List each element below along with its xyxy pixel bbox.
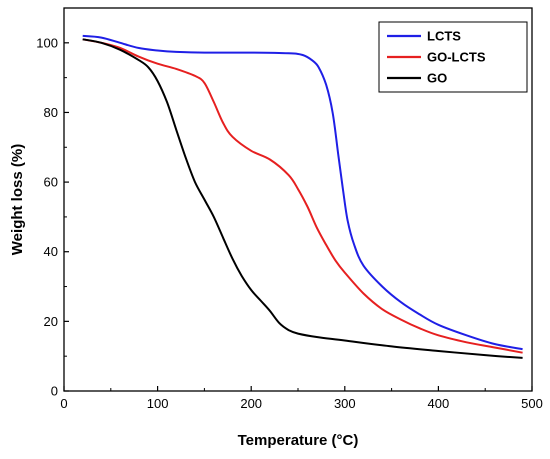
y-tick-label: 40: [44, 244, 58, 259]
x-tick-label: 300: [334, 396, 356, 411]
legend-label-lcts: LCTS: [427, 29, 461, 44]
legend-label-go: GO: [427, 71, 447, 86]
y-tick-label: 20: [44, 314, 58, 329]
legend: LCTS GO-LCTS GO: [378, 21, 528, 93]
x-axis-title: Temperature (°C): [238, 432, 359, 449]
y-axis-title: Weight loss (%): [9, 144, 26, 255]
x-tick-label: 200: [240, 396, 262, 411]
y-tick-label: 100: [36, 35, 58, 50]
legend-label-go-lcts: GO-LCTS: [427, 50, 486, 65]
y-tick-label: 60: [44, 175, 58, 190]
x-tick-label: 0: [60, 396, 67, 411]
x-tick-label: 500: [521, 396, 543, 411]
series-line-lcts: [82, 34, 523, 351]
x-tick-label: 100: [147, 396, 169, 411]
axes: 0 100 200 300 400 500 0 20 40 60 80 100: [36, 7, 543, 411]
series-line-go: [82, 38, 523, 359]
y-tick-label: 0: [51, 384, 58, 399]
series-layer: [82, 34, 523, 359]
series-line-go-lcts: [82, 38, 523, 354]
x-tick-label: 400: [428, 396, 450, 411]
y-tick-label: 80: [44, 105, 58, 120]
legend-box: [378, 21, 528, 93]
